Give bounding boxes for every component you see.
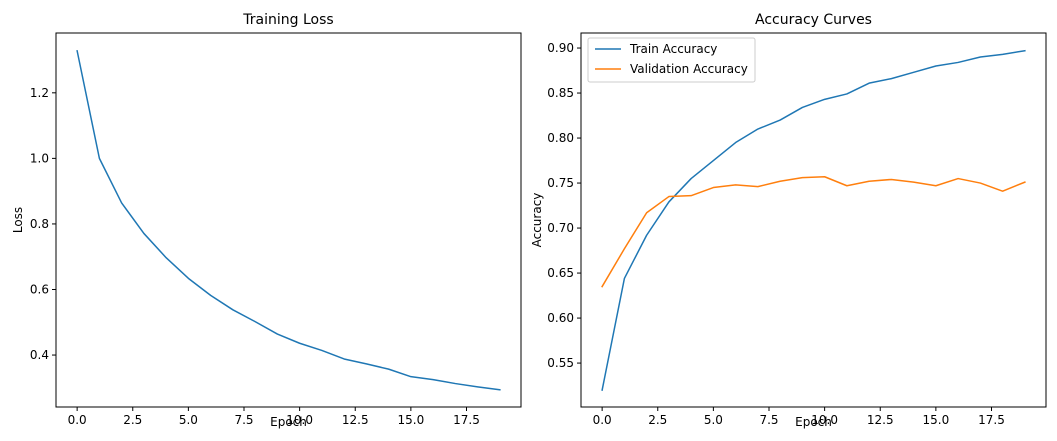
y-tick-label: 1.2 — [30, 86, 49, 100]
accuracy-curves-chart: Accuracy Curves 0.0 2.5 5.0 7.5 10.0 12.5 15.0… — [530, 12, 1047, 429]
x-tick-label: 5.0 — [704, 413, 723, 427]
plot-area: 0.0 2.5 5.0 7.5 10.0 12.5 15.0 17.5 0.4 0.6 0.8 1.0… — [30, 49, 501, 427]
y-tick-label: 0.8 — [30, 217, 49, 231]
y-tick-label: 0.70 — [547, 221, 574, 235]
chart-title: Training Loss — [242, 12, 333, 28]
x-tick-label: 7.5 — [759, 413, 778, 427]
y-tick-label: 0.60 — [547, 311, 574, 325]
x-tick-label: 0.0 — [68, 413, 87, 427]
y-tick-label: 1.0 — [30, 151, 49, 165]
y-tick-label: 0.75 — [547, 176, 574, 190]
x-tick-label: 10.0 — [811, 413, 838, 427]
x-tick-label: 15.0 — [923, 413, 950, 427]
x-axis-label: Epoch — [795, 415, 832, 429]
legend: Train Accuracy Validation Accuracy — [587, 37, 756, 83]
x-tick-label: 5.0 — [179, 413, 198, 427]
series-line-validation-accuracy — [601, 176, 1026, 288]
axes-frame — [55, 32, 522, 408]
plot-area: 0.0 2.5 5.0 7.5 10.0 12.5 15.0 17.5 0.55 0.60 0.65… — [547, 41, 1026, 427]
y-axis-label: Accuracy — [530, 193, 544, 248]
x-axis-label: Epoch — [270, 415, 307, 429]
y-tick-label: 0.80 — [547, 131, 574, 145]
x-tick-label: 12.5 — [342, 413, 369, 427]
x-tick-label: 15.0 — [398, 413, 425, 427]
y-tick-label: 0.65 — [547, 266, 574, 280]
y-tick-label: 0.6 — [30, 282, 49, 296]
x-tick-label: 12.5 — [867, 413, 894, 427]
y-axis-label: Loss — [11, 207, 25, 233]
x-tick-label: 7.5 — [234, 413, 253, 427]
x-tick-label: 2.5 — [123, 413, 142, 427]
y-tick-label: 0.4 — [30, 348, 49, 362]
x-tick-label: 10.0 — [286, 413, 313, 427]
x-tick-label: 17.5 — [453, 413, 480, 427]
legend-frame — [587, 37, 756, 83]
y-tick-label: 0.55 — [547, 356, 574, 370]
axes-frame — [580, 32, 1047, 408]
y-tick-label: 0.90 — [547, 41, 574, 55]
training-loss-chart: Training Loss 0.0 2.5 5.0 7.5 10.0 12.5 15.0 17… — [11, 12, 522, 429]
legend-label-train-accuracy: Train Accuracy — [629, 42, 717, 56]
series-line-train-accuracy — [601, 49, 1026, 391]
x-tick-label: 2.5 — [648, 413, 667, 427]
x-tick-label: 17.5 — [978, 413, 1005, 427]
chart-title: Accuracy Curves — [755, 12, 872, 28]
x-tick-label: 0.0 — [593, 413, 612, 427]
y-tick-label: 0.85 — [547, 86, 574, 100]
series-line-series-0 — [76, 49, 501, 391]
legend-label-validation-accuracy: Validation Accuracy — [630, 62, 748, 76]
